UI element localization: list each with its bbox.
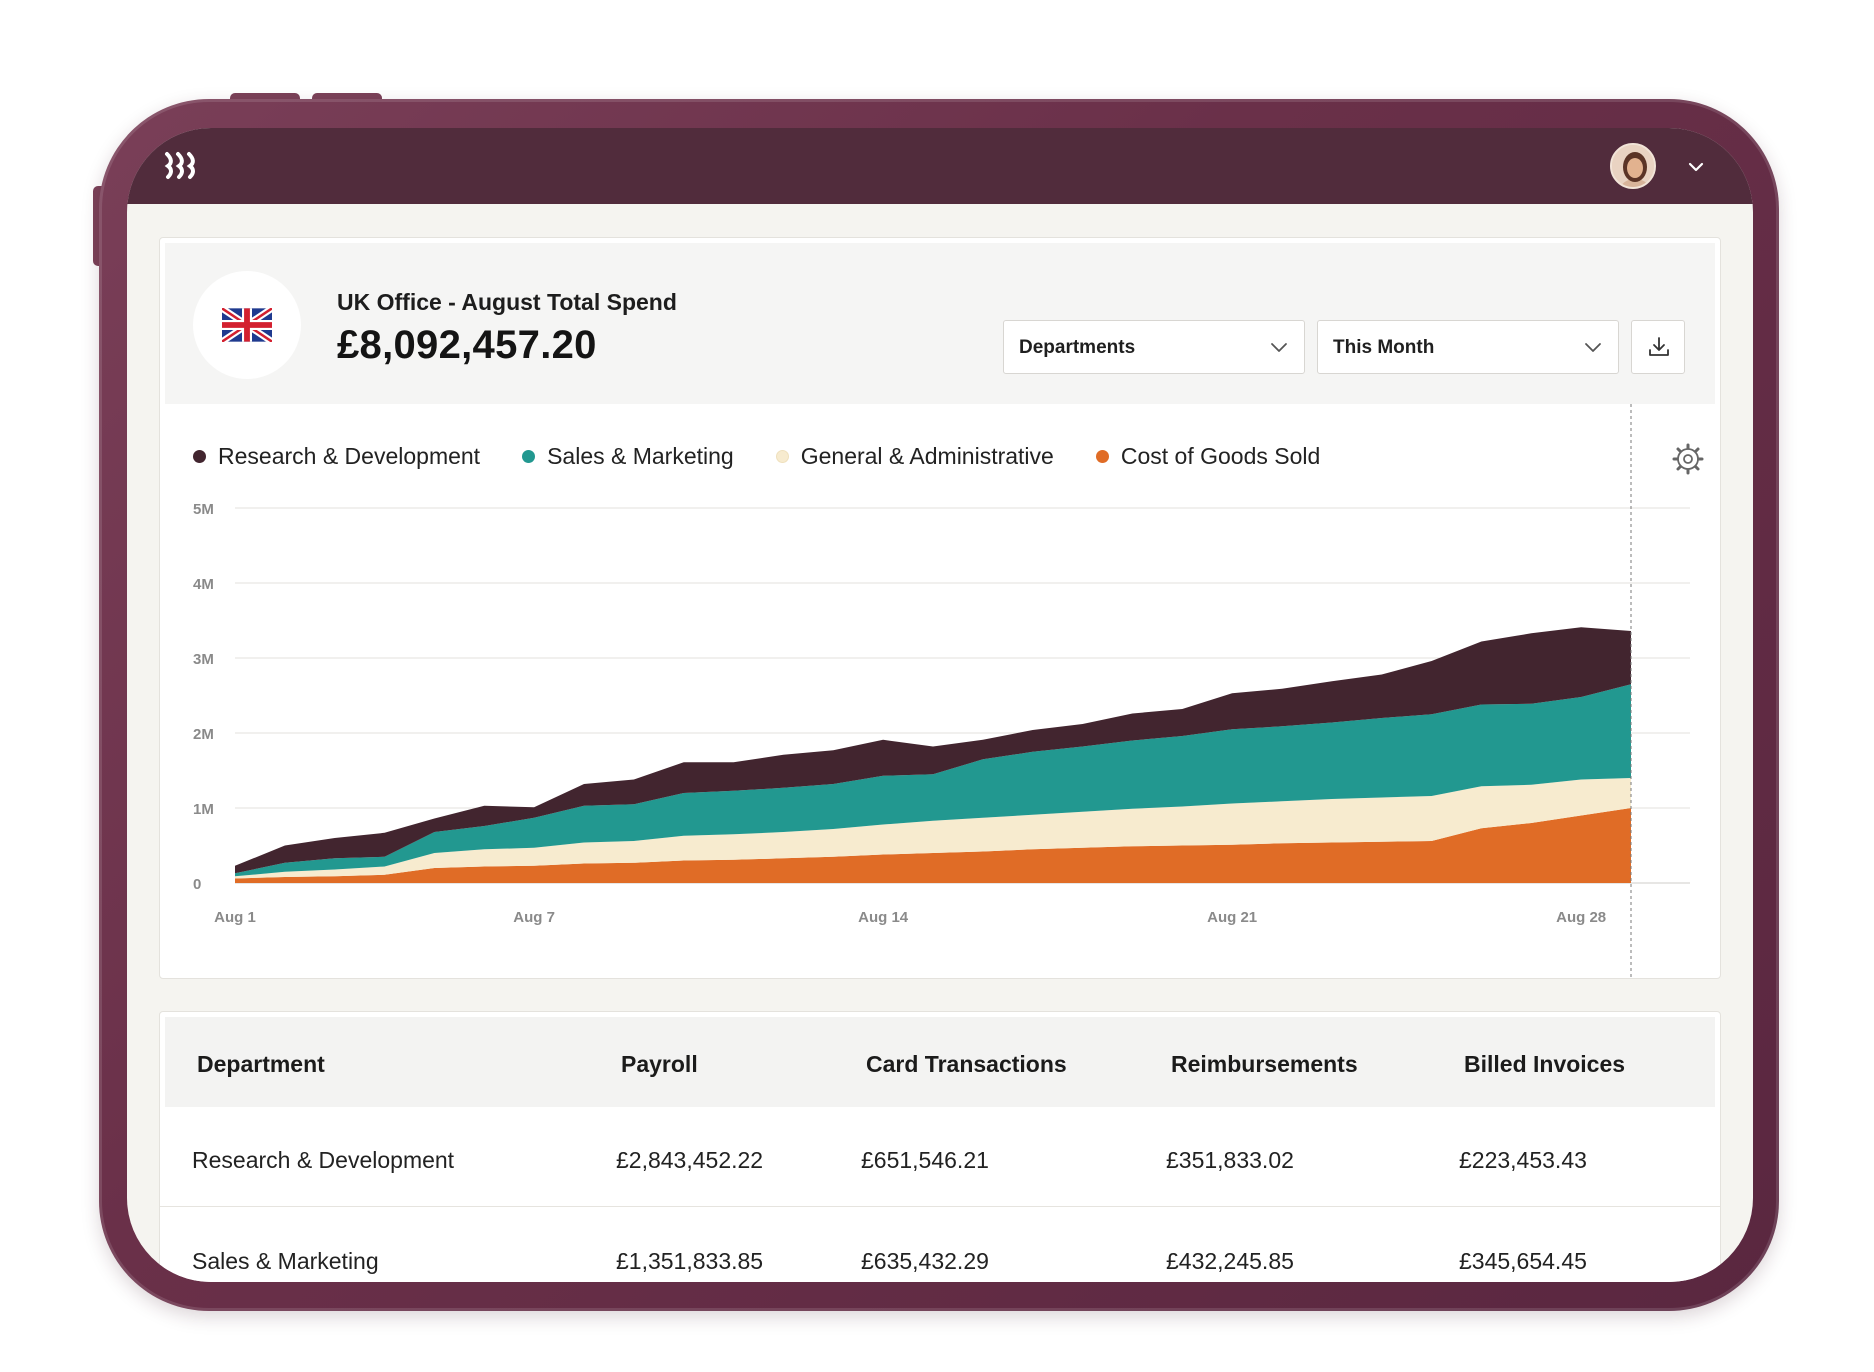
gear-icon[interactable]: [1672, 443, 1704, 475]
column-header[interactable]: Payroll: [621, 1051, 698, 1077]
legend-dot: [522, 450, 536, 463]
x-tick-label: Aug 7: [513, 909, 555, 926]
flag-badge: [193, 271, 301, 379]
x-tick-label: Aug 14: [858, 909, 909, 926]
column-header[interactable]: Department: [197, 1051, 325, 1077]
legend-item[interactable]: General & Administrative: [775, 443, 1054, 470]
chevron-down-icon: [1271, 343, 1287, 352]
spend-area-chart: 0 1M 2M 3M 4M 5M Aug 1 Aug 7 Aug 14 Aug 21 Aug 28: [193, 404, 1690, 980]
department-table: Department Payroll Card Transactions Rei…: [159, 1011, 1721, 1282]
table-row[interactable]: Sales & Marketing £1,351,833.85 £635,432…: [160, 1208, 1720, 1282]
screen: UK Office - August Total Spend £8,092,45…: [127, 128, 1753, 1282]
x-tick-label: Aug 28: [1556, 909, 1606, 926]
table-cell: £432,245.85: [1166, 1248, 1294, 1274]
table-cell: £2,843,452.22: [616, 1147, 764, 1173]
table-cell: Research & Development: [192, 1147, 455, 1173]
table-cell: £345,654.45: [1459, 1248, 1587, 1274]
y-tick-label: 3M: [193, 651, 214, 668]
period-value: This Month: [1333, 337, 1435, 358]
user-avatar-icon: [1612, 145, 1654, 187]
chevron-down-icon[interactable]: [1687, 158, 1705, 176]
table-cell: £651,546.21: [861, 1147, 989, 1173]
rippling-logo-icon[interactable]: [163, 150, 203, 180]
x-tick-label: Aug 1: [214, 909, 256, 926]
y-tick-label: 0: [193, 876, 201, 893]
x-tick-label: Aug 21: [1207, 909, 1257, 926]
period-select[interactable]: This Month: [1317, 320, 1619, 374]
device-top-button: [312, 93, 382, 103]
y-tick-label: 5M: [193, 501, 214, 518]
group-by-select[interactable]: Departments: [1003, 320, 1305, 374]
table-cell: £223,453.43: [1459, 1147, 1587, 1173]
table-cell: £1,351,833.85: [616, 1248, 764, 1274]
legend-label: Cost of Goods Sold: [1120, 443, 1321, 469]
device-side-button: [93, 186, 103, 266]
table-header: Department Payroll Card Transactions Rei…: [165, 1017, 1715, 1107]
area-series[interactable]: [235, 778, 1631, 879]
top-bar: [127, 128, 1753, 204]
summary-total: £8,092,457.20: [337, 323, 597, 367]
legend-dot: [193, 450, 206, 463]
card-header: UK Office - August Total Spend £8,092,45…: [165, 243, 1715, 404]
uk-flag-icon: [222, 308, 272, 342]
legend-dot: [1095, 450, 1109, 463]
area-series[interactable]: [235, 808, 1631, 883]
legend-label: Sales & Marketing: [547, 443, 734, 469]
legend-item[interactable]: Cost of Goods Sold: [1095, 443, 1321, 470]
column-header[interactable]: Reimbursements: [1171, 1051, 1358, 1077]
legend-item[interactable]: Research & Development: [193, 443, 480, 470]
download-button[interactable]: [1631, 320, 1685, 374]
tablet-frame: UK Office - August Total Spend £8,092,45…: [99, 99, 1779, 1311]
legend-item[interactable]: Sales & Marketing: [522, 443, 734, 470]
summary-label: UK Office - August Total Spend: [337, 289, 677, 315]
area-series[interactable]: [235, 684, 1631, 877]
table-cell: Sales & Marketing: [192, 1248, 379, 1274]
legend-label: Research & Development: [218, 443, 481, 469]
spend-chart-card: UK Office - August Total Spend £8,092,45…: [159, 237, 1721, 980]
table-cell: £351,833.02: [1166, 1147, 1294, 1173]
column-header[interactable]: Card Transactions: [866, 1051, 1067, 1077]
y-tick-label: 4M: [193, 576, 214, 593]
y-tick-label: 1M: [193, 801, 214, 818]
chevron-down-icon: [1585, 343, 1601, 352]
area-series[interactable]: [235, 627, 1631, 874]
avatar[interactable]: [1610, 143, 1656, 189]
table-row[interactable]: Research & Development £2,843,452.22 £65…: [160, 1107, 1720, 1207]
legend-label: General & Administrative: [800, 443, 1054, 469]
group-by-value: Departments: [1019, 337, 1136, 358]
y-tick-label: 2M: [193, 726, 214, 743]
column-header[interactable]: Billed Invoices: [1464, 1051, 1626, 1077]
table-cell: £635,432.29: [861, 1248, 989, 1274]
legend-dot: [775, 450, 789, 463]
download-icon: [1649, 337, 1669, 356]
chart-legend: Research & Development Sales & Marketing G…: [193, 443, 1320, 470]
device-top-button: [230, 93, 300, 103]
